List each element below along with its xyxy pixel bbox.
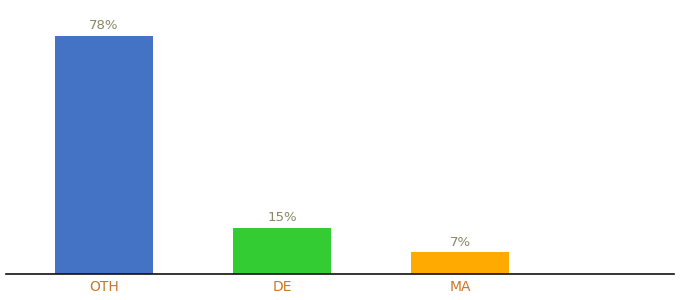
Text: 15%: 15% — [267, 211, 297, 224]
Bar — [233, 228, 331, 274]
Bar — [411, 252, 509, 274]
Text: 7%: 7% — [450, 236, 471, 248]
Text: 78%: 78% — [89, 19, 118, 32]
Bar — [54, 36, 153, 274]
